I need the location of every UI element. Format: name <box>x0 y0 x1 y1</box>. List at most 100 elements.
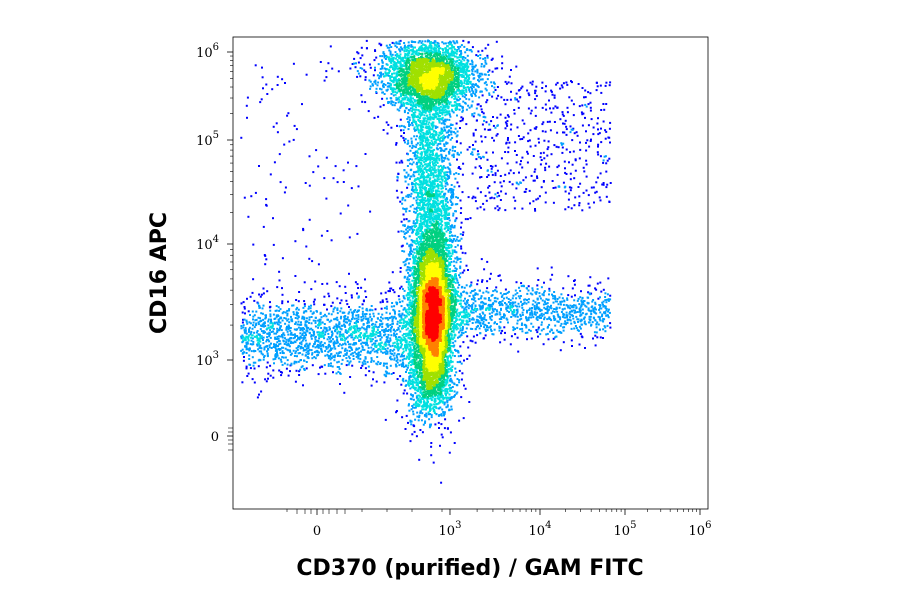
event-dot <box>554 336 556 339</box>
event-dot <box>391 320 394 323</box>
event-dot <box>483 323 486 326</box>
event-dot <box>390 92 393 95</box>
event-dot <box>508 75 511 78</box>
event-dot <box>589 106 592 109</box>
event-dot <box>403 208 406 210</box>
event-dot <box>466 335 469 338</box>
event-dot <box>465 88 468 91</box>
event-dot <box>464 297 466 300</box>
event-dot <box>560 311 563 313</box>
event-dot <box>303 336 306 339</box>
event-dot <box>314 316 317 319</box>
event-dot <box>516 322 519 325</box>
event-dot <box>444 222 447 225</box>
event-dot <box>451 241 454 244</box>
event-dot <box>471 328 474 330</box>
event-dot <box>421 412 424 415</box>
event-dot <box>609 294 612 297</box>
event-dot <box>409 244 412 247</box>
event-dot <box>272 346 275 348</box>
event-dot <box>596 176 599 179</box>
event-dot <box>252 324 254 327</box>
event-dot <box>446 198 449 201</box>
event-dot <box>391 344 394 347</box>
event-dot <box>589 293 592 296</box>
event-dot <box>507 298 510 300</box>
event-dot <box>289 370 291 373</box>
event-dot <box>572 103 575 106</box>
event-dot <box>412 410 415 413</box>
event-dot <box>342 354 345 357</box>
event-dot <box>297 360 300 363</box>
event-dot <box>405 368 408 371</box>
event-dot <box>509 303 511 306</box>
event-dot <box>465 108 468 111</box>
event-dot <box>451 365 454 368</box>
event-dot <box>389 51 392 54</box>
event-dot <box>310 316 313 318</box>
event-dot <box>382 91 384 94</box>
event-dot <box>270 318 272 321</box>
event-dot <box>351 63 354 65</box>
event-dot <box>409 123 412 126</box>
event-dot <box>358 306 361 308</box>
event-dot <box>512 314 515 317</box>
event-dot <box>481 304 484 307</box>
event-dot <box>394 54 397 57</box>
event-dot <box>532 299 535 302</box>
event-dot <box>263 346 266 349</box>
event-dot <box>333 345 336 348</box>
event-dot <box>536 331 539 334</box>
event-dot <box>530 309 533 312</box>
event-dot <box>482 112 485 115</box>
event-dot <box>515 65 518 68</box>
event-dot <box>483 326 486 329</box>
event-dot <box>313 298 316 301</box>
event-dot <box>415 129 417 132</box>
event-dot <box>458 331 460 334</box>
event-dot <box>401 288 404 290</box>
event-dot <box>548 120 551 123</box>
event-dot <box>447 167 450 170</box>
event-dot <box>298 370 301 373</box>
event-dot <box>585 159 588 162</box>
event-dot <box>430 146 433 149</box>
event-dot <box>377 343 380 346</box>
event-dot <box>579 296 582 299</box>
event-dot <box>459 267 462 270</box>
event-dot <box>492 124 495 127</box>
event-dot <box>503 316 505 319</box>
event-dot <box>597 153 600 156</box>
event-dot <box>390 83 392 86</box>
event-dot <box>453 249 456 252</box>
event-dot <box>374 340 377 342</box>
event-dot <box>577 297 580 300</box>
event-dot <box>548 287 551 290</box>
event-dot <box>295 311 298 314</box>
event-dot <box>389 349 392 351</box>
event-dot <box>608 127 611 130</box>
event-dot <box>544 308 547 310</box>
event-dot <box>381 55 384 58</box>
event-dot <box>545 85 547 88</box>
event-dot <box>242 301 245 304</box>
event-dot <box>552 297 555 300</box>
event-dot <box>262 87 264 90</box>
event-dot <box>535 305 538 308</box>
event-dot <box>404 316 407 319</box>
event-dot <box>276 286 279 289</box>
event-dot <box>374 80 377 83</box>
event-dot <box>244 330 247 333</box>
event-dot <box>472 90 475 93</box>
event-dot <box>332 177 335 180</box>
event-dot <box>365 327 368 330</box>
event-dot <box>470 59 473 62</box>
event-dot <box>242 324 245 327</box>
event-dot <box>491 136 494 139</box>
event-dot <box>411 240 414 243</box>
event-dot <box>506 124 509 127</box>
event-dot <box>460 305 463 308</box>
event-dot <box>472 144 474 146</box>
event-dot <box>323 79 326 82</box>
event-dot <box>488 94 491 96</box>
